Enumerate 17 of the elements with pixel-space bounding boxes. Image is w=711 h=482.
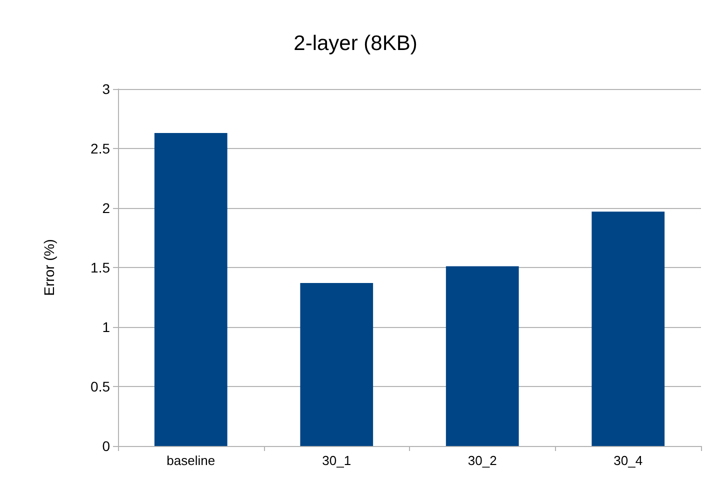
y-tick-label: 0.5 (90, 378, 110, 394)
bar (154, 133, 228, 446)
y-tick-label: 2.5 (90, 140, 110, 156)
bar (446, 266, 519, 446)
y-tick-label: 0 (102, 438, 110, 454)
y-tick-label: 2 (102, 200, 110, 216)
y-tick-label: 1.5 (90, 260, 110, 276)
x-tick-label: 30_2 (468, 453, 497, 468)
bar (300, 282, 374, 446)
bar (592, 212, 665, 446)
y-axis-title: Error (%) (41, 239, 57, 296)
x-tick-label: 30_1 (322, 453, 352, 468)
x-tick-label: baseline (166, 453, 216, 468)
y-tick-label: 3 (102, 81, 110, 97)
chart-title: 2-layer (8KB) (294, 32, 418, 55)
y-tick-label: 1 (102, 319, 110, 335)
x-tick-label: 30_4 (614, 453, 643, 468)
